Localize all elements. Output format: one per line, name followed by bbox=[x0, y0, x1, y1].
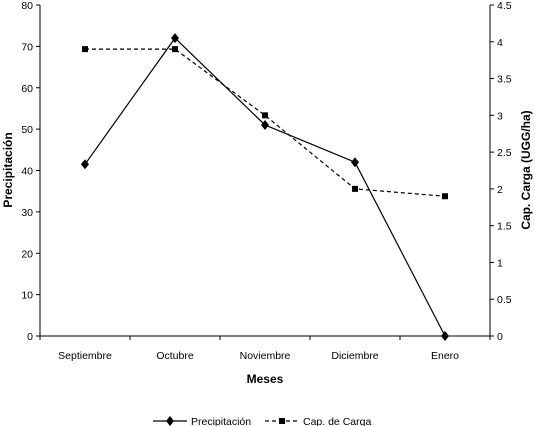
x-tick-label: Octubre bbox=[156, 350, 194, 362]
legend-label-precipitacion: Precipitación bbox=[191, 416, 251, 426]
right-tick-label: 2 bbox=[497, 184, 503, 196]
left-tick-label: 0 bbox=[27, 331, 33, 343]
data-point-diamond bbox=[261, 119, 269, 130]
legend-marker-diamond bbox=[166, 416, 174, 426]
right-tick-label: 3.5 bbox=[497, 74, 512, 86]
data-point-square bbox=[262, 112, 268, 119]
right-tick-label: 1.5 bbox=[497, 221, 512, 233]
x-axis-title: Meses bbox=[247, 372, 284, 386]
right-tick-label: 0.5 bbox=[497, 294, 512, 306]
right-tick-label: 2.5 bbox=[497, 147, 512, 159]
right-tick-label: 1 bbox=[497, 257, 503, 269]
data-point-diamond bbox=[81, 159, 89, 170]
y-axis-title: Precipitación bbox=[1, 132, 15, 207]
legend: Precipitación Cap. de Carga bbox=[153, 416, 371, 426]
left-tick-label: 60 bbox=[21, 83, 33, 95]
data-point-square bbox=[352, 185, 358, 192]
x-ticks: Septiembre Octubre Noviembre Diciembre Enero bbox=[39, 336, 491, 362]
plot-area bbox=[39, 5, 491, 337]
x-tick-label: Enero bbox=[431, 350, 459, 362]
y2-axis-title: Cap. Carga (UGG/ha) bbox=[519, 110, 533, 229]
legend-marker-square bbox=[279, 418, 285, 424]
left-tick-label: 80 bbox=[21, 0, 33, 12]
x-tick-label: Septiembre bbox=[58, 350, 112, 362]
legend-item-cap-de-carga: Cap. de Carga bbox=[265, 416, 371, 426]
series-layer bbox=[81, 33, 449, 341]
right-tick-label: 4 bbox=[497, 37, 503, 49]
left-tick-label: 20 bbox=[21, 248, 33, 260]
left-tick-label: 30 bbox=[21, 207, 33, 219]
series-line bbox=[85, 48, 446, 197]
series-line bbox=[84, 37, 446, 337]
right-tick-label: 0 bbox=[497, 331, 503, 343]
right-tick-label: 4.5 bbox=[497, 0, 512, 12]
legend-item-precipitacion: Precipitación bbox=[153, 416, 251, 426]
data-point-diamond bbox=[351, 157, 359, 168]
data-point-diamond bbox=[171, 33, 179, 44]
left-tick-label: 10 bbox=[21, 290, 33, 302]
data-point-diamond bbox=[441, 331, 449, 341]
x-tick-label: Noviembre bbox=[240, 350, 291, 362]
data-point-square bbox=[172, 46, 178, 53]
data-point-square bbox=[82, 46, 88, 53]
left-tick-label: 40 bbox=[21, 166, 33, 178]
right-tick-label: 3 bbox=[497, 110, 503, 122]
series-precipitacion bbox=[81, 33, 449, 341]
series-cap-de-carga bbox=[82, 46, 448, 200]
x-tick-label: Diciembre bbox=[331, 350, 378, 362]
legend-label-cap-de-carga: Cap. de Carga bbox=[303, 416, 371, 426]
left-y-ticks: 0 10 20 30 40 50 60 70 80 bbox=[21, 0, 40, 343]
right-y-ticks: 0 0.5 1 1.5 2 2.5 3 3.5 4 4.5 bbox=[490, 0, 512, 343]
left-tick-label: 70 bbox=[21, 41, 33, 53]
data-point-square bbox=[442, 193, 448, 200]
left-tick-label: 50 bbox=[21, 124, 33, 136]
